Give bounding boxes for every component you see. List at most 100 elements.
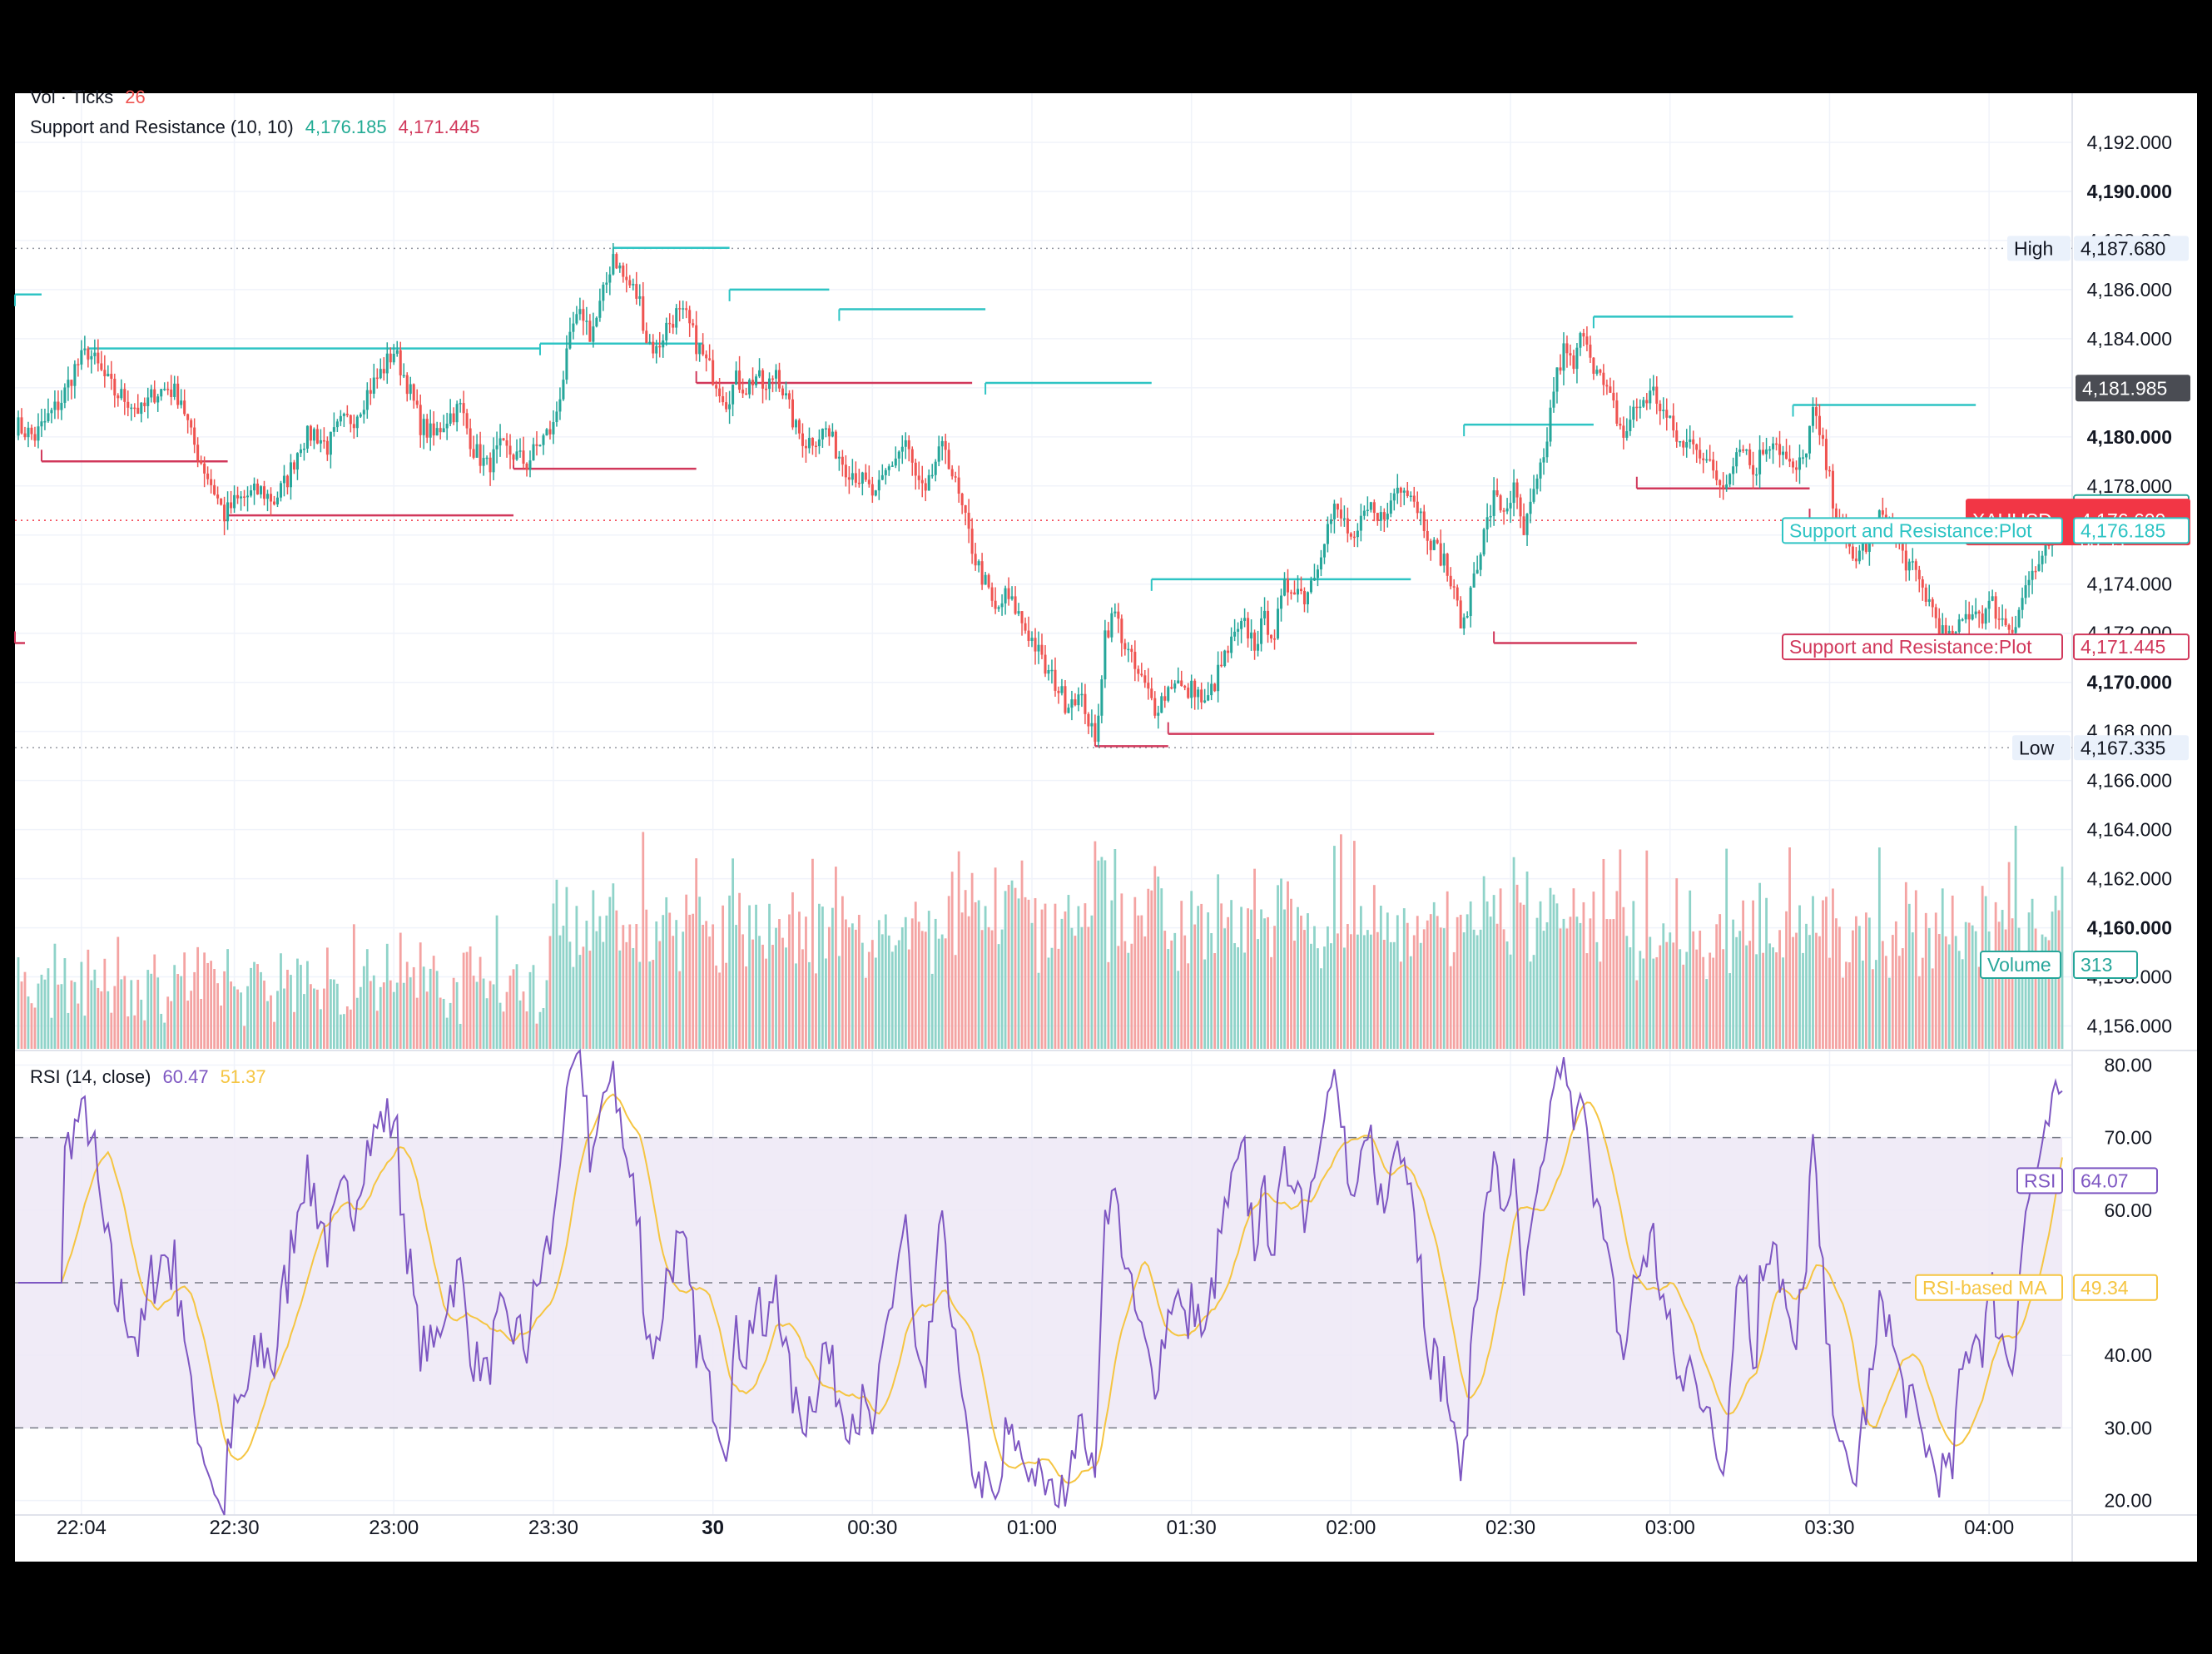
candle-body [722,396,725,403]
candle-body [877,479,880,491]
volume-bar [761,944,764,1049]
candle-body [1296,589,1300,595]
volume-bar [173,965,176,1049]
volume-bar [1798,905,1801,1049]
volume-bar [668,912,672,1049]
candle-body [555,411,558,423]
candle-body [1273,638,1277,640]
volume-bar [1233,943,1237,1049]
candle-body [1110,613,1113,638]
volume-bar [831,907,834,1049]
volume-bar [196,946,200,1049]
candle-body [93,352,97,356]
candle-body [23,433,27,438]
candle-body [1030,638,1034,641]
candle-body [395,350,399,354]
candle-body [359,414,362,417]
volume-bar [1060,918,1064,1049]
candle-body [708,358,712,360]
candle-body [1396,487,1399,494]
volume-value-tag-box [2073,951,2138,979]
candle-body [642,296,645,331]
candle-body [1100,679,1104,716]
rsi-legend[interactable]: RSI (14, close) 60.47 51.37 [30,1066,266,1088]
candle-body [1542,457,1545,463]
volume-bar [190,991,193,1049]
candle-body [445,423,449,429]
candle-body [130,407,133,410]
candle-body [860,472,864,484]
sr-legend[interactable]: Support and Resistance (10, 10) 4,176.185… [30,117,480,138]
candle-body [1495,490,1499,496]
candle-body [120,389,123,399]
candle-body [1150,688,1153,698]
volume-bar [887,935,890,1049]
volume-bar [662,915,665,1049]
candle-body [362,410,365,415]
candle-body [40,421,43,427]
volume-bar [1622,906,1625,1049]
time-tick-label: 22:30 [210,1517,260,1539]
volume-bar [798,911,801,1049]
candle-body [289,462,292,488]
candle-body [1605,385,1609,387]
candle-body [43,420,47,423]
volume-bar [405,961,409,1049]
volume-bar [565,887,568,1049]
volume-bar [1352,841,1356,1049]
candle-body [1772,443,1775,450]
candle-body [1572,355,1575,370]
volume-bar [1104,860,1107,1049]
candle-body [190,420,193,428]
candle-body [1190,680,1193,698]
candle-body [508,445,512,455]
volume-bar [300,965,302,1049]
candle-body [1090,723,1094,727]
volume-bar [1689,890,1692,1049]
candle-body [598,301,602,318]
candle-body [339,415,342,422]
candle-body [735,370,738,385]
candle-body [957,477,960,494]
volume-bar [296,958,299,1049]
volume-legend[interactable]: Vol · Ticks 26 [30,87,146,108]
volume-bar [1605,919,1609,1049]
candle-body [1040,644,1044,655]
candle-body [655,345,658,354]
candle-body [2011,629,2014,633]
candle-body [1213,683,1217,692]
rsi-value-tag: 64.07 [2073,1167,2158,1195]
candle-body [107,374,110,376]
candle-body [176,383,180,405]
volume-bar [1991,961,1994,1049]
volume-bar [472,976,475,1049]
volume-bar [1024,897,1027,1049]
volume-bar [1064,911,1067,1049]
rsi-ma-label-tag-box [1915,1274,2063,1301]
volume-bar [1469,901,1472,1049]
volume-bar [791,892,794,1049]
volume-bar [1243,952,1246,1049]
volume-bar [1881,941,1884,1049]
volume-bar [97,987,100,1049]
candle-body [705,354,708,359]
candle-body [1699,450,1702,459]
volume-bar [924,931,927,1049]
volume-bar [562,926,565,1049]
candle-body [412,384,415,401]
volume-bar [708,936,712,1049]
candle-body [648,341,652,344]
volume-bar [465,951,469,1049]
sr-legend-label: Support and Resistance (10, 10) [30,117,294,137]
volume-bar [1080,926,1084,1049]
volume-bar [1412,935,1416,1049]
volume-bar [1785,911,1788,1049]
candle-body [990,587,994,601]
volume-bar [1775,952,1778,1049]
volume-bar [1977,966,1981,1049]
volume-bar [1040,909,1044,1049]
candle-body [532,444,535,461]
candle-body [542,435,545,445]
candle-body [1074,699,1077,706]
